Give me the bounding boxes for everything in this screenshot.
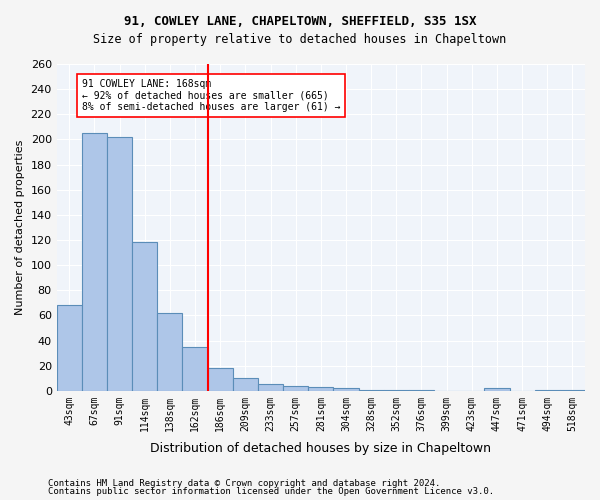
Bar — [208, 368, 233, 391]
Bar — [56, 306, 82, 391]
Text: Contains public sector information licensed under the Open Government Licence v3: Contains public sector information licen… — [48, 487, 494, 496]
Bar — [157, 313, 182, 391]
Y-axis label: Number of detached properties: Number of detached properties — [15, 140, 25, 315]
Bar — [308, 387, 334, 391]
Text: Size of property relative to detached houses in Chapeltown: Size of property relative to detached ho… — [94, 32, 506, 46]
Bar — [359, 390, 384, 391]
Text: Contains HM Land Registry data © Crown copyright and database right 2024.: Contains HM Land Registry data © Crown c… — [48, 478, 440, 488]
X-axis label: Distribution of detached houses by size in Chapeltown: Distribution of detached houses by size … — [151, 442, 491, 455]
Bar — [182, 347, 208, 391]
Bar — [560, 390, 585, 391]
Bar — [132, 242, 157, 391]
Bar — [82, 133, 107, 391]
Bar — [484, 388, 509, 391]
Bar — [334, 388, 359, 391]
Bar — [384, 390, 409, 391]
Bar — [283, 386, 308, 391]
Bar — [535, 390, 560, 391]
Bar — [409, 390, 434, 391]
Bar — [233, 378, 258, 391]
Bar — [107, 137, 132, 391]
Text: 91, COWLEY LANE, CHAPELTOWN, SHEFFIELD, S35 1SX: 91, COWLEY LANE, CHAPELTOWN, SHEFFIELD, … — [124, 15, 476, 28]
Text: 91 COWLEY LANE: 168sqm
← 92% of detached houses are smaller (665)
8% of semi-det: 91 COWLEY LANE: 168sqm ← 92% of detached… — [82, 79, 340, 112]
Bar — [258, 384, 283, 391]
